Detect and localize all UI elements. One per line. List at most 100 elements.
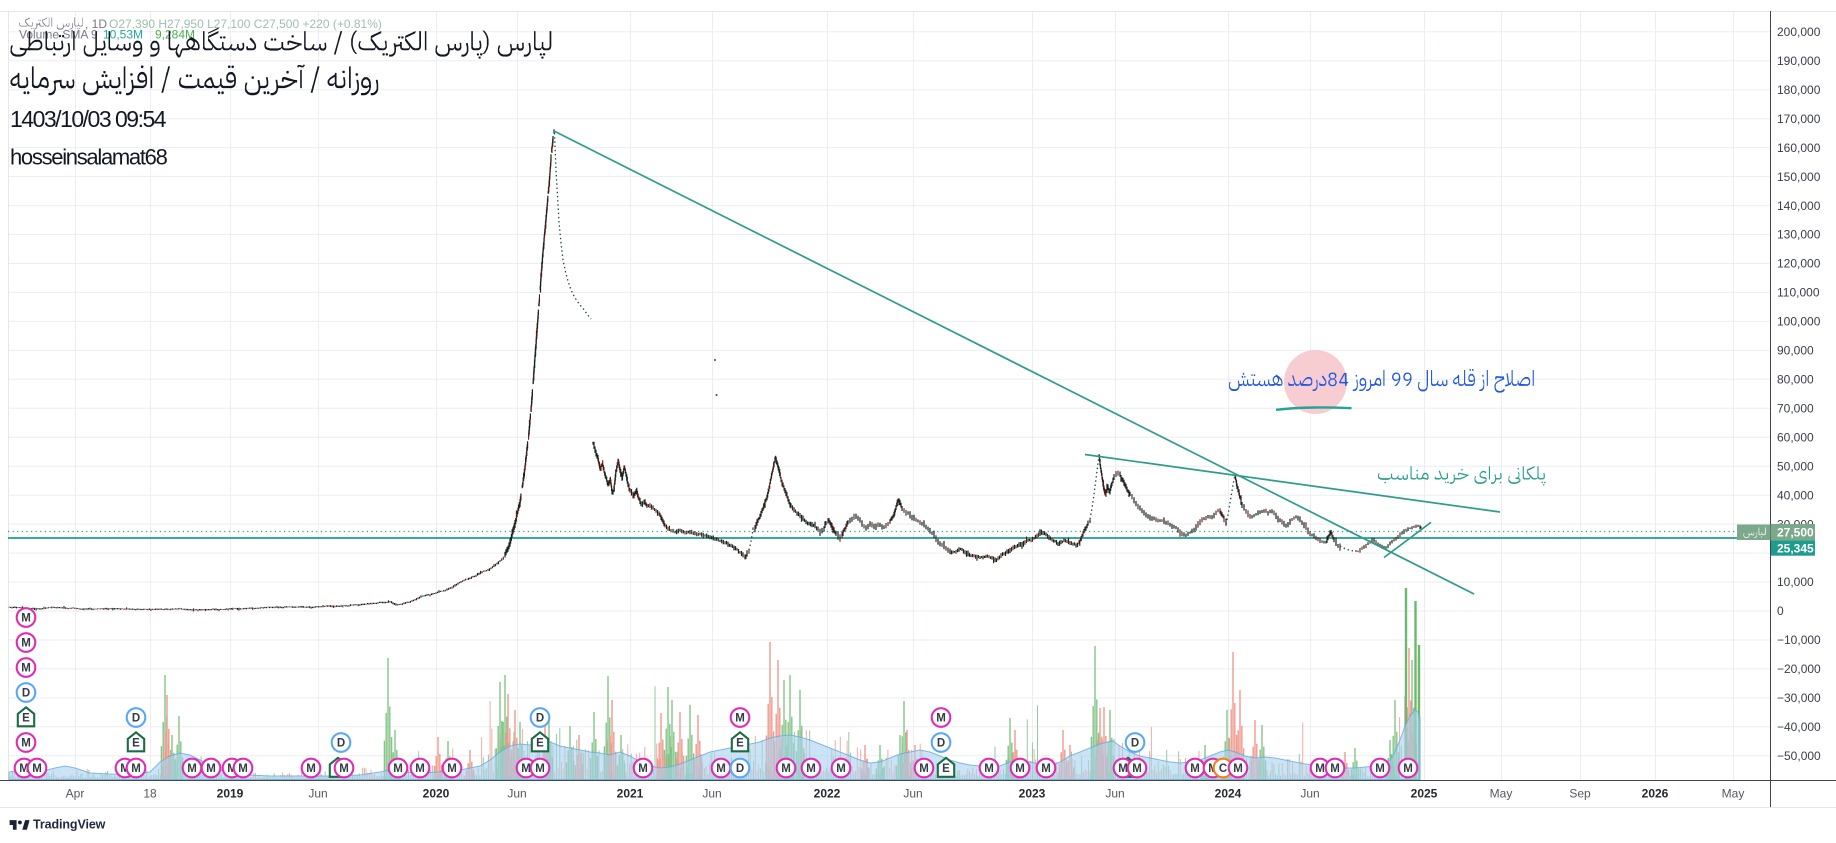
- svg-text:2024: 2024: [1215, 787, 1242, 801]
- svg-text:D: D: [22, 688, 30, 700]
- svg-text:130,000: 130,000: [1777, 228, 1821, 242]
- svg-text:TradingView: TradingView: [33, 818, 106, 832]
- svg-text:−50,000: −50,000: [1777, 749, 1821, 763]
- svg-text:M: M: [919, 763, 929, 775]
- svg-text:hosseinsalamat68: hosseinsalamat68: [10, 145, 168, 170]
- svg-text:Jun: Jun: [702, 787, 721, 801]
- svg-text:120,000: 120,000: [1777, 257, 1821, 271]
- svg-text:170,000: 170,000: [1777, 112, 1821, 126]
- svg-text:M: M: [1403, 763, 1413, 775]
- svg-text:M: M: [984, 763, 994, 775]
- svg-text:M: M: [19, 763, 29, 775]
- svg-text:M: M: [1233, 763, 1243, 775]
- svg-text:Sep: Sep: [1569, 787, 1591, 801]
- svg-text:M: M: [21, 663, 31, 675]
- svg-text:M: M: [393, 763, 403, 775]
- svg-text:M: M: [806, 763, 816, 775]
- svg-text:M: M: [1375, 763, 1385, 775]
- svg-text:M: M: [21, 638, 31, 650]
- svg-text:M: M: [447, 763, 457, 775]
- svg-text:M: M: [339, 763, 349, 775]
- svg-text:1403/10/03 09:54: 1403/10/03 09:54: [10, 106, 167, 132]
- svg-text:M: M: [535, 763, 545, 775]
- svg-text:0: 0: [1777, 604, 1784, 618]
- svg-text:200,000: 200,000: [1777, 25, 1821, 39]
- svg-text:2025: 2025: [1411, 787, 1438, 801]
- svg-text:M: M: [227, 763, 237, 775]
- svg-text:D: D: [937, 738, 945, 750]
- svg-text:90,000: 90,000: [1777, 344, 1814, 358]
- svg-text:M: M: [238, 763, 248, 775]
- svg-text:D: D: [132, 713, 140, 725]
- svg-text:−40,000: −40,000: [1777, 720, 1821, 734]
- svg-text:25,345: 25,345: [1777, 541, 1814, 555]
- svg-text:M: M: [936, 713, 946, 725]
- svg-text:D: D: [736, 763, 744, 775]
- svg-text:70,000: 70,000: [1777, 402, 1814, 416]
- svg-text:M: M: [415, 763, 425, 775]
- svg-text:2023: 2023: [1019, 787, 1046, 801]
- svg-text:M: M: [781, 763, 791, 775]
- svg-text:9,284M: 9,284M: [155, 28, 195, 42]
- svg-text:Jun: Jun: [507, 787, 526, 801]
- svg-text:Jun: Jun: [1105, 787, 1124, 801]
- svg-text:2026: 2026: [1642, 787, 1669, 801]
- svg-text:2019: 2019: [217, 787, 244, 801]
- svg-text:110,000: 110,000: [1777, 286, 1820, 300]
- svg-text:, 1D: , 1D: [85, 17, 107, 31]
- svg-text:E: E: [736, 738, 744, 750]
- svg-text:2020: 2020: [423, 787, 450, 801]
- svg-text:M: M: [1330, 763, 1340, 775]
- svg-text:E: E: [22, 713, 30, 725]
- svg-text:C: C: [1219, 763, 1227, 775]
- svg-text:E: E: [132, 738, 140, 750]
- svg-text:10,000: 10,000: [1777, 575, 1814, 589]
- svg-text:M: M: [735, 713, 745, 725]
- svg-text:M: M: [638, 763, 648, 775]
- svg-text:50,000: 50,000: [1777, 459, 1814, 473]
- svg-text:40,000: 40,000: [1777, 488, 1814, 502]
- svg-text:D: D: [337, 738, 345, 750]
- svg-text:190,000: 190,000: [1777, 54, 1821, 68]
- svg-text:D: D: [1131, 738, 1139, 750]
- svg-text:180,000: 180,000: [1777, 83, 1821, 97]
- svg-text:−10,000: −10,000: [1777, 633, 1821, 647]
- svg-text:27,500: 27,500: [1777, 526, 1814, 540]
- svg-text:May: May: [1490, 787, 1513, 801]
- svg-text:M: M: [1132, 763, 1142, 775]
- svg-text:M: M: [32, 763, 42, 775]
- svg-text:10,53M: 10,53M: [103, 28, 143, 42]
- svg-text:Jun: Jun: [308, 787, 327, 801]
- svg-text:M: M: [521, 763, 531, 775]
- svg-text:160,000: 160,000: [1777, 141, 1821, 155]
- svg-text:E: E: [942, 763, 950, 775]
- svg-text:60,000: 60,000: [1777, 430, 1814, 444]
- svg-text:140,000: 140,000: [1777, 199, 1821, 213]
- svg-text:M: M: [306, 763, 316, 775]
- svg-text:2022: 2022: [814, 787, 841, 801]
- svg-text:M: M: [1015, 763, 1025, 775]
- svg-text:2021: 2021: [617, 787, 644, 801]
- svg-text:80,000: 80,000: [1777, 373, 1814, 387]
- svg-text:M: M: [187, 763, 197, 775]
- svg-text:Apr: Apr: [66, 787, 85, 801]
- svg-text:−30,000: −30,000: [1777, 691, 1821, 705]
- svg-text:M: M: [120, 763, 130, 775]
- svg-text:Volume SMA 9: Volume SMA 9: [19, 28, 98, 42]
- svg-text:M: M: [1041, 763, 1051, 775]
- svg-text:Jun: Jun: [903, 787, 922, 801]
- svg-text:D: D: [536, 713, 544, 725]
- svg-text:100,000: 100,000: [1777, 315, 1821, 329]
- svg-text:M: M: [836, 763, 846, 775]
- svg-text:E: E: [536, 738, 544, 750]
- svg-text:M: M: [21, 613, 31, 625]
- svg-text:M: M: [1190, 763, 1200, 775]
- svg-text:M: M: [131, 763, 141, 775]
- svg-text:M: M: [1315, 763, 1325, 775]
- svg-text:M: M: [21, 738, 31, 750]
- svg-text:May: May: [1722, 787, 1745, 801]
- svg-text:−20,000: −20,000: [1777, 662, 1821, 676]
- svg-text:18: 18: [143, 787, 157, 801]
- svg-text:Jun: Jun: [1300, 787, 1319, 801]
- svg-text:M: M: [206, 763, 216, 775]
